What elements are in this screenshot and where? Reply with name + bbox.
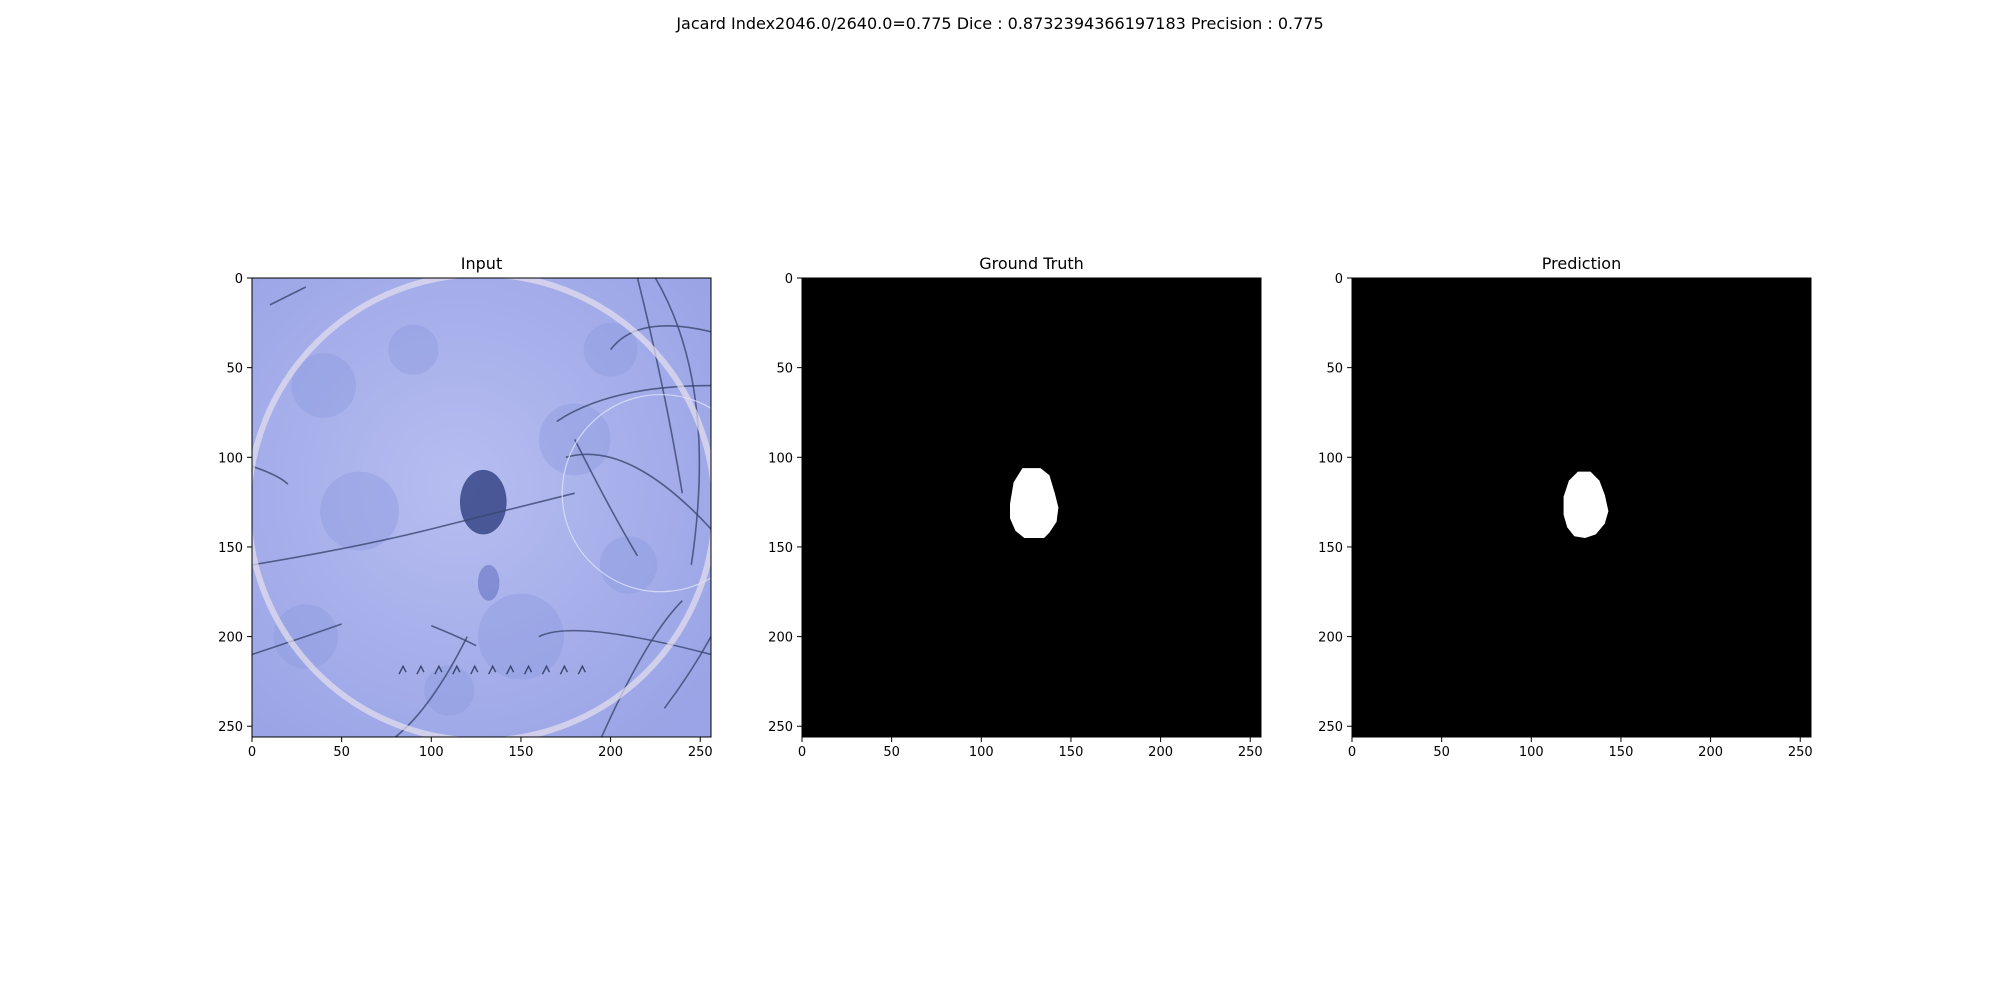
x-tick-label: 250 bbox=[1788, 745, 1813, 760]
axes-title: Prediction bbox=[1542, 254, 1621, 273]
ruler-mark bbox=[505, 664, 515, 675]
x-tick-label: 200 bbox=[598, 745, 623, 760]
x-tick-label: 200 bbox=[1148, 745, 1173, 760]
skin-patch bbox=[388, 324, 439, 375]
axes-title: Ground Truth bbox=[979, 254, 1084, 273]
x-tick-label: 150 bbox=[1059, 745, 1084, 760]
lesion bbox=[459, 469, 507, 535]
hair-strand bbox=[609, 325, 711, 351]
reflection-ring bbox=[561, 393, 711, 593]
hair-strand bbox=[636, 278, 684, 494]
y-tick-label: 150 bbox=[768, 541, 793, 556]
y-tick-label: 200 bbox=[1318, 631, 1343, 646]
x-tick-label: 150 bbox=[1609, 745, 1634, 760]
ruler-mark bbox=[488, 664, 497, 675]
ruler-mark bbox=[541, 664, 551, 675]
x-tick-label: 0 bbox=[1348, 745, 1356, 760]
skin-patch bbox=[291, 353, 356, 418]
ruler-mark bbox=[452, 664, 461, 675]
x-tick-label: 50 bbox=[1433, 745, 1450, 760]
axes-frame bbox=[251, 277, 712, 738]
ruler-mark bbox=[434, 664, 443, 675]
hair-strand bbox=[538, 629, 711, 656]
hair-strand bbox=[269, 286, 307, 306]
hair-strand bbox=[663, 636, 711, 709]
y-tick-label: 100 bbox=[1318, 451, 1343, 466]
lesion-satellite bbox=[477, 564, 500, 601]
y-tick-label: 150 bbox=[1318, 541, 1343, 556]
x-tick-label: 150 bbox=[509, 745, 534, 760]
y-tick-label: 0 bbox=[235, 272, 243, 287]
ruler-mark bbox=[559, 664, 569, 675]
x-tick-label: 250 bbox=[688, 745, 713, 760]
y-tick-label: 250 bbox=[218, 720, 243, 735]
y-tick-label: 100 bbox=[218, 451, 243, 466]
ruler-mark bbox=[577, 664, 586, 675]
skin-patch bbox=[599, 536, 658, 594]
y-tick-label: 150 bbox=[218, 541, 243, 556]
hair-strand bbox=[252, 492, 575, 566]
skin-patch bbox=[538, 403, 611, 476]
x-tick-label: 0 bbox=[798, 745, 806, 760]
ruler-mark bbox=[416, 664, 425, 675]
hair-strand bbox=[600, 600, 683, 737]
image-area bbox=[1352, 278, 1811, 737]
y-tick-label: 200 bbox=[768, 631, 793, 646]
hair-strand bbox=[431, 625, 477, 647]
ruler-mark bbox=[523, 664, 533, 675]
x-tick-label: 100 bbox=[1519, 745, 1544, 760]
hair-strand bbox=[565, 453, 711, 530]
axes-title: Input bbox=[461, 254, 502, 273]
x-tick-label: 0 bbox=[248, 745, 256, 760]
axes-panel-2: Prediction 0 50 100 150 200 250 0 50 100 150 200 250 bbox=[1318, 254, 1812, 760]
skin-patch bbox=[320, 471, 400, 551]
x-tick-label: 100 bbox=[419, 745, 444, 760]
hair-strand bbox=[252, 623, 342, 656]
y-tick-label: 200 bbox=[218, 631, 243, 646]
y-tick-label: 100 bbox=[768, 451, 793, 466]
hair-strand bbox=[252, 465, 289, 485]
y-tick-label: 250 bbox=[1318, 720, 1343, 735]
axes-frame bbox=[1351, 277, 1812, 738]
skin-patch bbox=[424, 665, 475, 716]
figure-suptitle: Jacard Index2046.0/2640.0=0.775 Dice : 0… bbox=[676, 14, 1324, 33]
y-tick-label: 0 bbox=[1335, 272, 1343, 287]
x-tick-label: 50 bbox=[333, 745, 350, 760]
y-tick-label: 50 bbox=[776, 362, 793, 377]
y-tick-label: 50 bbox=[226, 362, 243, 377]
x-tick-label: 200 bbox=[1698, 745, 1723, 760]
x-tick-label: 50 bbox=[883, 745, 900, 760]
axes-panel-0: Input 0 50 100 150 200 250 0 50 100 150 200 250 bbox=[218, 254, 713, 760]
axes-frame bbox=[801, 277, 1262, 738]
y-tick-label: 0 bbox=[785, 272, 793, 287]
hair-strand bbox=[654, 278, 701, 566]
skin-patch bbox=[477, 593, 564, 680]
ruler-mark bbox=[398, 664, 407, 675]
y-tick-label: 50 bbox=[1326, 362, 1343, 377]
x-tick-label: 250 bbox=[1238, 745, 1263, 760]
image-area bbox=[252, 278, 711, 737]
x-tick-label: 100 bbox=[969, 745, 994, 760]
axes-panel-1: Ground Truth 0 50 100 150 200 250 0 50 100 150 200 2… bbox=[768, 254, 1262, 760]
hair-strand bbox=[556, 384, 711, 423]
image-area bbox=[802, 278, 1261, 737]
ruler-mark bbox=[470, 664, 479, 675]
mask-region bbox=[1010, 468, 1059, 538]
y-tick-label: 250 bbox=[768, 720, 793, 735]
mask-region bbox=[1563, 471, 1609, 538]
